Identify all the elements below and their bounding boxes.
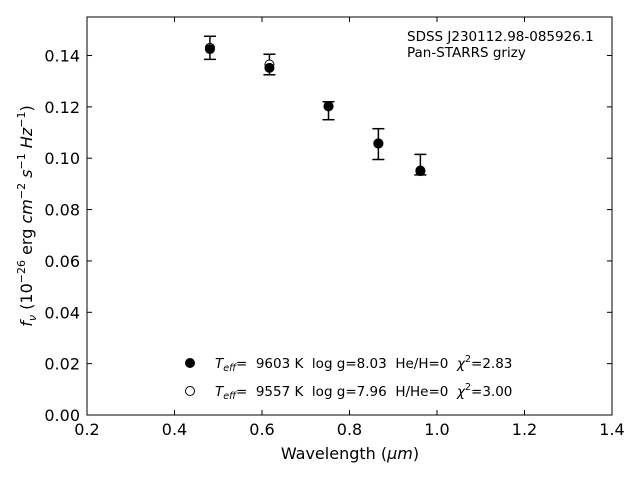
y-axis-ticks: 0.00 0.02 0.04 0.06 0.08 0.10 0.12 0.14 [44,47,612,425]
error-bars [203,35,427,176]
x-tick-label: 0.8 [337,420,362,439]
legend-marker-open [185,386,195,396]
annotation-survey: Pan-STARRS grizy [407,45,526,61]
y-tick-label: 0.06 [44,252,80,271]
model-point-filled [415,165,426,176]
model-point-filled [204,44,215,55]
y-tick-label: 0.02 [44,355,80,374]
y-tick-label: 0.12 [44,98,80,117]
y-tick-label: 0.10 [44,149,80,168]
y-tick-label: 0.14 [44,47,80,66]
data-points [204,42,426,177]
y-tick-label: 0.04 [44,303,80,322]
model-point-filled [264,62,275,73]
x-axis-ticks: 0.2 0.4 0.6 0.8 1.0 1.2 1.4 [74,17,625,439]
y-axis-label: fν (10−26 erg cm−2 s−1 Hz−1) [15,105,39,326]
x-tick-label: 0.2 [74,420,99,439]
model-point-filled [323,101,334,112]
x-axis-label: Wavelength (μm) [281,444,419,463]
x-tick-label: 1.2 [512,420,537,439]
legend: Teff= 9603 K log g=8.03 He/H=0 χ2=2.83 T… [185,354,512,402]
x-tick-label: 0.4 [162,420,187,439]
x-tick-label: 0.6 [249,420,274,439]
x-tick-label: 1.0 [424,420,449,439]
annotation-object-name: SDSS J230112.98-085926.1 [407,29,594,45]
legend-marker-filled [185,358,195,368]
model-point-filled [373,138,384,149]
x-tick-label: 1.4 [599,420,624,439]
y-tick-label: 0.08 [44,201,80,220]
legend-entry-1: Teff= 9603 K log g=8.03 He/H=0 χ2=2.83 [215,354,512,374]
legend-entry-2: Teff= 9557 K log g=7.96 H/He=0 χ2=3.00 [215,382,512,402]
y-tick-label: 0.00 [44,406,80,425]
